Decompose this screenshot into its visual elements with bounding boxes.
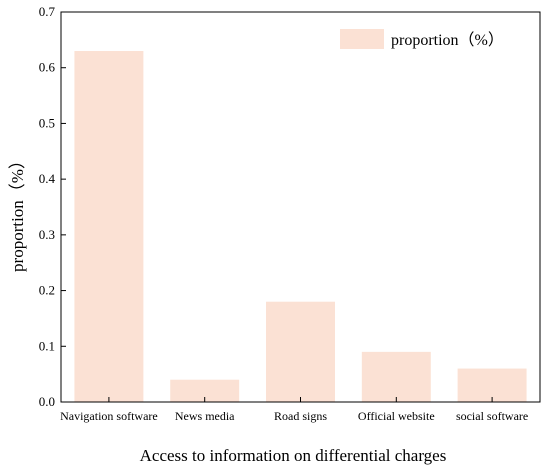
legend: proportion（%）	[340, 29, 504, 49]
x-category-label: Official website	[358, 409, 435, 423]
y-ticks: 0.0 0.1 0.2 0.3 0.4 0.5 0.6 0.7	[39, 4, 66, 409]
y-tick-label: 0.3	[39, 227, 55, 242]
bar	[170, 379, 240, 402]
y-axis-title: proportion（%）	[8, 152, 27, 272]
bar	[361, 351, 431, 402]
y-tick-label: 0.4	[39, 171, 56, 186]
y-tick-label: 0.1	[39, 338, 55, 353]
bar	[74, 51, 144, 402]
x-axis-title: Access to information on differential ch…	[140, 446, 447, 465]
legend-label: proportion（%）	[391, 31, 504, 49]
x-category-label: social software	[456, 409, 528, 423]
y-tick-label: 0.0	[39, 394, 55, 409]
x-category-labels: Navigation software News media Road signs O…	[60, 397, 528, 423]
bar	[266, 301, 335, 402]
bar	[457, 368, 527, 402]
x-category-label: News media	[175, 409, 235, 423]
y-tick-label: 0.5	[39, 115, 55, 130]
x-category-label: Navigation software	[60, 409, 158, 423]
bars-layer	[74, 51, 527, 402]
y-tick-label: 0.2	[39, 283, 55, 298]
y-tick-label: 0.7	[39, 4, 56, 19]
x-category-label: Road signs	[274, 409, 327, 423]
legend-swatch	[340, 29, 384, 49]
y-tick-label: 0.6	[39, 60, 56, 75]
